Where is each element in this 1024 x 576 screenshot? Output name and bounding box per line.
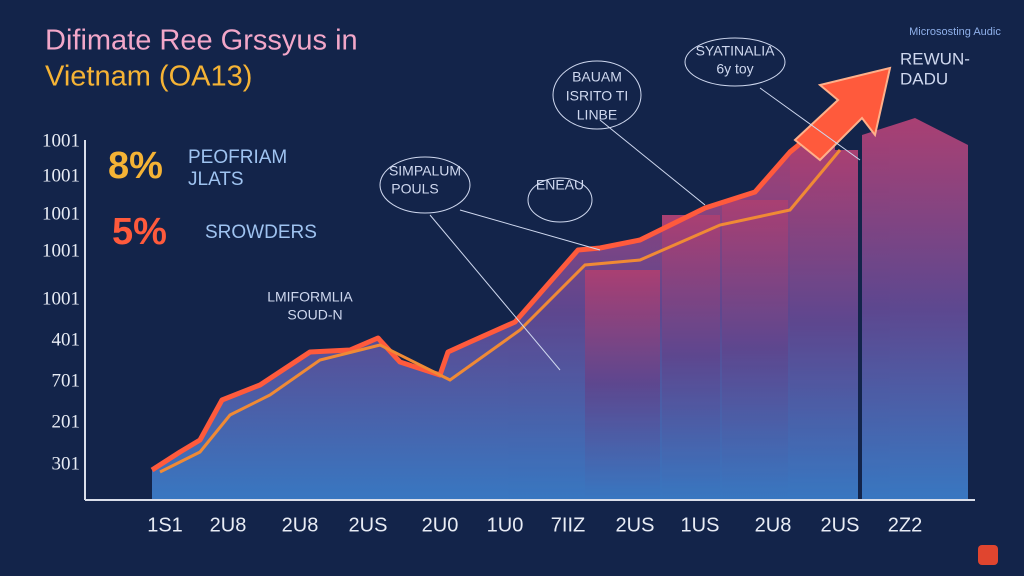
stat-value: 5% <box>112 211 167 253</box>
bars <box>152 118 968 500</box>
y-label: 301 <box>52 453 81 474</box>
x-label: 7IIZ <box>551 514 585 536</box>
bar <box>662 215 720 500</box>
x-label: 1U0 <box>487 514 524 536</box>
x-label: 2U8 <box>210 514 247 536</box>
callout: LMIFORMLIA <box>267 289 353 305</box>
title: Difimate Ree Grssyus in <box>45 25 358 57</box>
callout: ENEAU <box>536 177 584 193</box>
x-label: 1S1 <box>147 514 183 536</box>
bar <box>790 150 858 500</box>
y-label: 1001 <box>42 130 80 151</box>
x-label: 2US <box>349 514 388 536</box>
y-label: 401 <box>52 329 81 350</box>
callout: 6y toy <box>716 61 753 77</box>
callout: REWUN- <box>900 49 970 68</box>
bar <box>585 270 660 500</box>
callout: DADU <box>900 69 948 88</box>
y-label: 201 <box>52 411 81 432</box>
trend-line <box>150 93 862 473</box>
stat-label: JLATS <box>188 169 244 190</box>
callout: LINBE <box>577 107 617 123</box>
x-label: 1US <box>681 514 720 536</box>
title: Vietnam (OA13) <box>45 61 252 93</box>
bar <box>862 118 968 500</box>
x-label: 2US <box>616 514 655 536</box>
callout: POULS <box>391 181 438 197</box>
stat-label: SROWDERS <box>205 222 317 243</box>
stat-label: PEOFRIAM <box>188 147 287 168</box>
y-label: 1001 <box>42 288 80 309</box>
callout: BAUAM <box>572 69 622 85</box>
logo: Micrososting Audic <box>909 26 1001 38</box>
x-label: 2U8 <box>755 514 792 536</box>
badge-icon <box>978 545 998 565</box>
callout-lines <box>379 37 861 371</box>
x-label: 2US <box>821 514 860 536</box>
trend-line-secondary <box>159 149 842 474</box>
x-label: 2Z2 <box>888 514 922 536</box>
callout: SOUD-N <box>287 307 342 323</box>
bar <box>722 200 788 500</box>
callout: SIMPALUM <box>389 163 461 179</box>
x-label: 2U0 <box>422 514 459 536</box>
y-label: 1001 <box>42 203 80 224</box>
y-label: 701 <box>52 370 81 391</box>
stat-value: 8% <box>108 145 163 187</box>
callout: SYATINALIA <box>696 43 776 59</box>
y-label: 1001 <box>42 240 80 261</box>
arrow-head <box>793 66 892 162</box>
y-label: 1001 <box>42 165 80 186</box>
x-label: 2U8 <box>282 514 319 536</box>
callout: ISRITO TI <box>566 88 629 104</box>
